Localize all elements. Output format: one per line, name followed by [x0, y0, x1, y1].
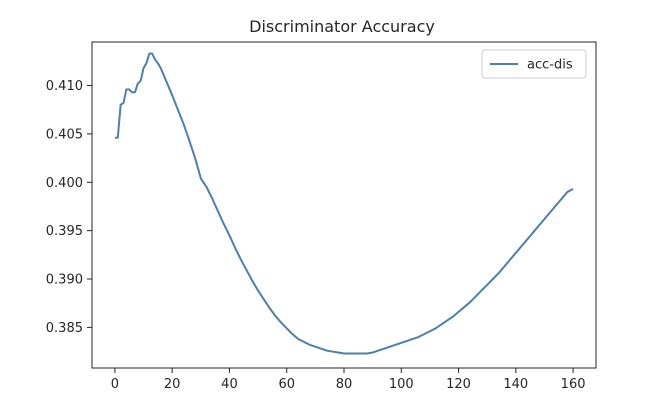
y-tick-label: 0.405 [46, 127, 83, 142]
x-axis: 0 20 40 60 80 100 120 140 160 [111, 368, 586, 392]
legend: acc-dis [481, 49, 587, 79]
x-tick-label: 100 [389, 377, 414, 392]
x-tick-label: 140 [503, 377, 528, 392]
legend-box [481, 49, 587, 79]
chart-title: Discriminator Accuracy [249, 17, 435, 36]
y-tick-label: 0.385 [46, 321, 83, 336]
x-tick-label: 20 [164, 377, 181, 392]
x-tick-label: 120 [446, 377, 471, 392]
x-tick-label: 60 [278, 377, 295, 392]
y-tick-label: 0.400 [46, 176, 83, 191]
x-tick-label: 40 [221, 377, 238, 392]
y-axis: 0.385 0.390 0.395 0.400 0.405 0.410 [46, 79, 92, 336]
plot-area [114, 52, 574, 355]
series-line-acc-dis [114, 52, 574, 355]
x-tick-label: 160 [561, 377, 586, 392]
legend-label: acc-dis [527, 58, 573, 73]
y-tick-label: 0.395 [46, 224, 83, 239]
x-tick-label: 0 [111, 377, 119, 392]
y-tick-label: 0.410 [46, 79, 83, 94]
x-tick-label: 80 [336, 377, 353, 392]
y-tick-label: 0.390 [46, 273, 83, 288]
